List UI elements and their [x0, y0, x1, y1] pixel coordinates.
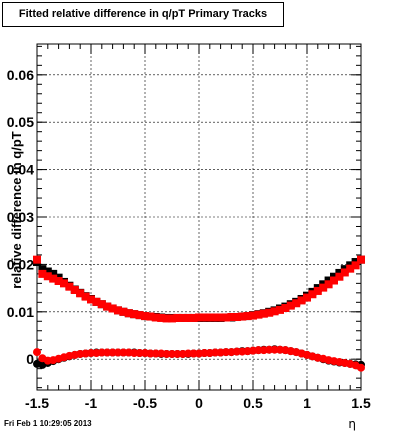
data-point: [313, 286, 322, 295]
data-point: [151, 313, 160, 322]
data-point: [168, 314, 176, 323]
y-tick-label: 0.05: [7, 114, 34, 130]
data-point: [232, 313, 241, 322]
data-point: [173, 313, 182, 322]
data-point: [265, 308, 274, 317]
x-axis-label: η: [348, 417, 356, 431]
data-point: [49, 274, 58, 283]
data-point: [33, 255, 41, 264]
y-tick-label: 0.02: [7, 256, 34, 272]
x-tick-label: -1.5: [25, 395, 49, 411]
data-point: [70, 285, 79, 294]
data-point: [357, 363, 365, 372]
grid-layer: [36, 44, 362, 390]
data-point: [330, 276, 338, 285]
data-point: [335, 272, 344, 281]
data-point: [76, 289, 85, 298]
series-layer: [33, 255, 365, 372]
data-point: [297, 296, 306, 305]
data-point: [130, 310, 139, 319]
data-point: [114, 306, 122, 315]
data-point: [281, 304, 290, 313]
data-point: [205, 313, 214, 322]
series-group: [33, 345, 365, 372]
data-point: [222, 313, 230, 322]
data-point: [65, 282, 74, 291]
data-point: [243, 312, 252, 321]
y-tick-label: 0.06: [7, 67, 34, 83]
chart-title: Fitted relative difference in q/pT Prima…: [18, 8, 268, 20]
x-tick-label: -1: [85, 395, 98, 411]
data-point: [103, 302, 112, 311]
y-tick-label: 0.03: [7, 209, 34, 225]
data-point: [319, 283, 328, 292]
data-point: [211, 313, 220, 322]
data-point: [43, 267, 52, 276]
data-point: [324, 280, 333, 289]
timestamp: Fri Feb 1 10:29:05 2013: [4, 419, 92, 428]
x-tick-label: 1: [303, 395, 311, 411]
data-point: [157, 313, 166, 322]
x-tick-label: 1.5: [351, 395, 371, 411]
data-point: [286, 301, 295, 310]
data-point: [178, 313, 187, 322]
data-point: [146, 312, 155, 321]
y-axis-label: relative difference in q/pT: [9, 131, 24, 289]
data-point: [195, 313, 203, 322]
data-point: [351, 261, 360, 270]
data-point: [108, 304, 117, 313]
y-tick-label: 0.04: [7, 162, 34, 178]
x-tick-label: 0: [195, 395, 203, 411]
data-point: [92, 297, 101, 306]
data-point: [81, 292, 90, 301]
series-group: [33, 255, 365, 323]
data-point: [49, 269, 58, 278]
data-point: [270, 307, 279, 316]
data-point: [119, 307, 128, 316]
data-point: [38, 269, 47, 278]
data-point: [87, 295, 95, 304]
data-point: [308, 290, 317, 299]
x-tick-label: 0.5: [243, 395, 263, 411]
data-point: [60, 279, 68, 288]
data-point: [135, 311, 144, 320]
data-point: [249, 311, 257, 320]
data-point: [200, 313, 209, 322]
data-point: [227, 313, 236, 322]
y-tick-label: 0.01: [7, 304, 34, 320]
data-point: [238, 312, 247, 321]
data-point: [124, 309, 133, 318]
label-layer: -1.5 -1 -0.5 0 0.5 1 1.5 0 0.01 0.02 0.03 0.04 0.05 0…: [7, 67, 371, 411]
data-point: [303, 293, 311, 302]
data-point: [162, 314, 171, 323]
data-point: [340, 268, 349, 277]
data-point: [33, 348, 41, 357]
data-point: [54, 276, 63, 285]
data-point: [43, 272, 52, 281]
chart-title-box: Fitted relative difference in q/pT Prima…: [2, 2, 284, 27]
data-point: [276, 305, 284, 314]
y-tick-label: 0: [26, 351, 34, 367]
x-tick-label: -0.5: [133, 395, 157, 411]
data-point: [259, 309, 268, 318]
data-point: [292, 299, 301, 308]
data-point: [216, 313, 225, 322]
data-point: [97, 300, 106, 309]
data-point: [189, 313, 198, 322]
data-point: [38, 265, 47, 274]
data-point: [346, 264, 355, 273]
data-point: [141, 312, 149, 321]
data-point: [254, 310, 263, 319]
data-point: [184, 313, 193, 322]
data-point: [357, 255, 365, 264]
